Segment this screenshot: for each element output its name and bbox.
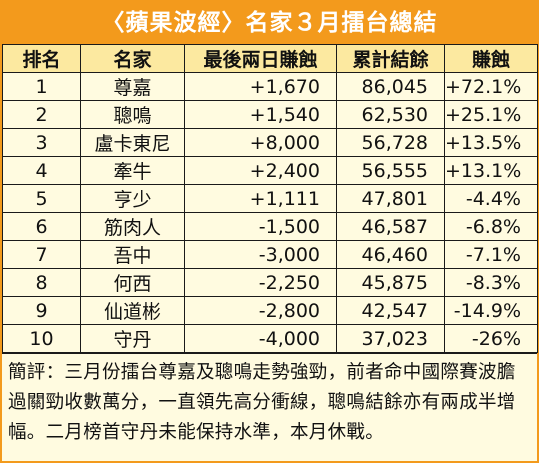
last-two-days-cell: +1,540 — [184, 100, 337, 129]
table-row: 3 盧卡東尼 +8,000 56,728 +13.5% — [2, 128, 538, 157]
balance-cell: 56,728 — [336, 128, 445, 157]
rank-cell: 3 — [2, 128, 81, 157]
table-row: 5 亨少 +1,111 47,801 -4.4% — [2, 184, 538, 213]
header-balance: 累計結餘 — [336, 44, 445, 73]
table-row: 10 守丹 -4,000 37,023 -26% — [2, 324, 538, 353]
table-header-row: 排名 名家 最後兩日賺蝕 累計結餘 賺蝕 — [2, 44, 538, 73]
rank-cell: 5 — [2, 184, 81, 213]
pct-cell: -6.8% — [444, 212, 538, 241]
rank-cell: 1 — [2, 72, 81, 101]
balance-cell: 86,045 — [336, 72, 445, 101]
balance-cell: 47,801 — [336, 184, 445, 213]
name-cell: 守丹 — [80, 324, 185, 353]
balance-cell: 46,587 — [336, 212, 445, 241]
table-row: 4 牽牛 +2,400 56,555 +13.1% — [2, 156, 538, 185]
table-row: 7 吾中 -3,000 46,460 -7.1% — [2, 240, 538, 269]
last-two-days-cell: +2,400 — [184, 156, 337, 185]
table-row: 8 何西 -2,250 45,875 -8.3% — [2, 268, 538, 297]
rank-cell: 9 — [2, 296, 81, 325]
commentary-text: 簡評：三月份擂台尊嘉及聰鳴走勢強勁，前者命中國際賽波膽過關勁收數萬分，一直領先高… — [2, 353, 537, 448]
pct-cell: +25.1% — [444, 100, 538, 129]
header-name: 名家 — [80, 44, 185, 73]
balance-cell: 45,875 — [336, 268, 445, 297]
balance-cell: 42,547 — [336, 296, 445, 325]
last-two-days-cell: +1,670 — [184, 72, 337, 101]
pct-cell: -7.1% — [444, 240, 538, 269]
rank-cell: 4 — [2, 156, 81, 185]
balance-cell: 56,555 — [336, 156, 445, 185]
header-last-two-days: 最後兩日賺蝕 — [184, 44, 337, 73]
table-row: 2 聰鳴 +1,540 62,530 +25.1% — [2, 100, 538, 129]
pct-cell: -14.9% — [444, 296, 538, 325]
name-cell: 何西 — [80, 268, 185, 297]
pct-cell: -4.4% — [444, 184, 538, 213]
pct-cell: -8.3% — [444, 268, 538, 297]
balance-cell: 37,023 — [336, 324, 445, 353]
table-row: 1 尊嘉 +1,670 86,045 +72.1% — [2, 72, 538, 101]
rank-cell: 10 — [2, 324, 81, 353]
last-two-days-cell: -2,250 — [184, 268, 337, 297]
rank-cell: 8 — [2, 268, 81, 297]
pct-cell: +13.1% — [444, 156, 538, 185]
name-cell: 尊嘉 — [80, 72, 185, 101]
name-cell: 牽牛 — [80, 156, 185, 185]
name-cell: 仙道彬 — [80, 296, 185, 325]
balance-cell: 62,530 — [336, 100, 445, 129]
table-row: 6 筋肉人 -1,500 46,587 -6.8% — [2, 212, 538, 241]
last-two-days-cell: -4,000 — [184, 324, 337, 353]
name-cell: 筋肉人 — [80, 212, 185, 241]
name-cell: 吾中 — [80, 240, 185, 269]
rank-cell: 6 — [2, 212, 81, 241]
name-cell: 亨少 — [80, 184, 185, 213]
results-table: 排名 名家 最後兩日賺蝕 累計結餘 賺蝕 1 尊嘉 +1,670 86,045 +72.… — [2, 44, 538, 353]
pct-cell: -26% — [444, 324, 538, 353]
last-two-days-cell: -1,500 — [184, 212, 337, 241]
name-cell: 聰鳴 — [80, 100, 185, 129]
last-two-days-cell: +1,111 — [184, 184, 337, 213]
pct-cell: +72.1% — [444, 72, 538, 101]
last-two-days-cell: -3,000 — [184, 240, 337, 269]
balance-cell: 46,460 — [336, 240, 445, 269]
header-rank: 排名 — [2, 44, 81, 73]
name-cell: 盧卡東尼 — [80, 128, 185, 157]
rank-cell: 2 — [2, 100, 81, 129]
rank-cell: 7 — [2, 240, 81, 269]
panel-title: 〈蘋果波經〉名家３月擂台總結 — [2, 2, 537, 44]
table-row: 9 仙道彬 -2,800 42,547 -14.9% — [2, 296, 538, 325]
header-pct: 賺蝕 — [444, 44, 538, 73]
last-two-days-cell: +8,000 — [184, 128, 337, 157]
pct-cell: +13.5% — [444, 128, 538, 157]
last-two-days-cell: -2,800 — [184, 296, 337, 325]
